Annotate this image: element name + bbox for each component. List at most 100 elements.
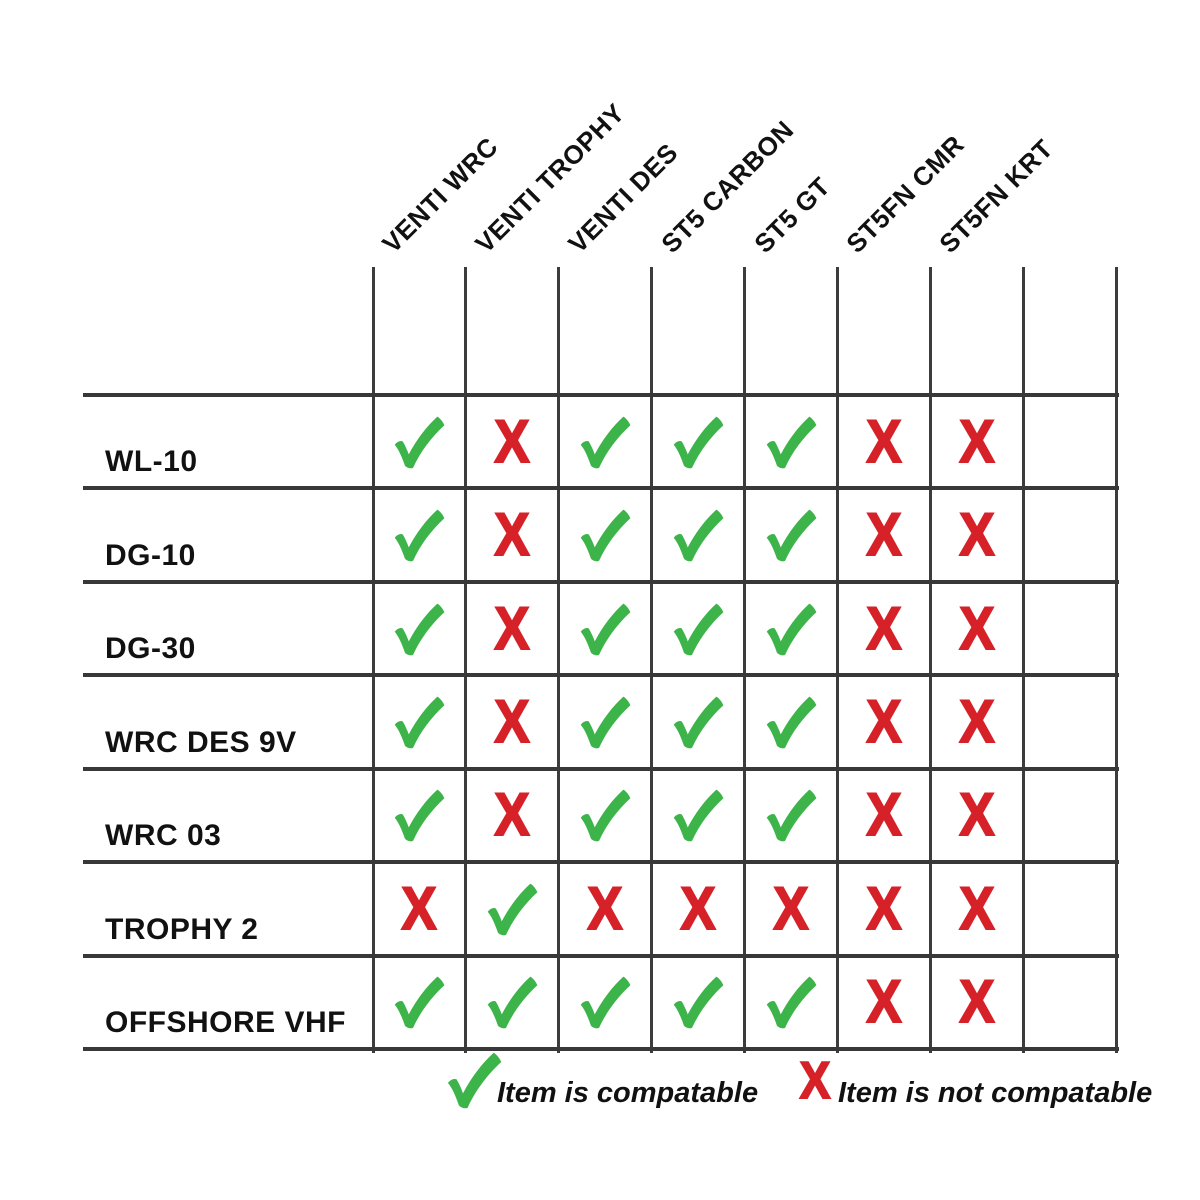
matrix-cell bbox=[559, 769, 652, 862]
matrix-cell bbox=[1023, 395, 1116, 488]
matrix-cell bbox=[1023, 956, 1116, 1049]
check-icon bbox=[578, 508, 632, 562]
x-icon: X bbox=[494, 781, 531, 849]
x-icon: X bbox=[587, 874, 624, 942]
row-label-dg-10: DG-10 bbox=[105, 538, 196, 572]
matrix-cell bbox=[652, 956, 745, 1049]
matrix-cell: X bbox=[930, 769, 1023, 862]
matrix-cell: X bbox=[466, 675, 559, 768]
matrix-cell: X bbox=[930, 862, 1023, 955]
grid-line-horizontal bbox=[83, 579, 1119, 584]
x-icon: X bbox=[865, 407, 902, 475]
check-icon bbox=[764, 788, 818, 842]
matrix-cell bbox=[559, 675, 652, 768]
column-header-st5-gt: ST5 GT bbox=[747, 170, 836, 259]
check-icon bbox=[392, 975, 446, 1029]
matrix-cell: X bbox=[652, 862, 745, 955]
check-icon bbox=[392, 602, 446, 656]
grid-line-vertical bbox=[1021, 267, 1025, 1053]
matrix-cell: X bbox=[930, 675, 1023, 768]
matrix-cell bbox=[652, 395, 745, 488]
matrix-cell bbox=[745, 769, 838, 862]
matrix-cell: X bbox=[930, 488, 1023, 581]
matrix-cell: X bbox=[373, 862, 466, 955]
matrix-cell bbox=[1023, 769, 1116, 862]
grid-line-horizontal bbox=[83, 766, 1119, 771]
matrix-cell bbox=[559, 956, 652, 1049]
check-icon bbox=[764, 508, 818, 562]
matrix-cell bbox=[1023, 488, 1116, 581]
check-icon bbox=[671, 975, 725, 1029]
check-icon bbox=[764, 415, 818, 469]
matrix-cell: X bbox=[837, 675, 930, 768]
check-icon bbox=[671, 695, 725, 749]
matrix-cell: X bbox=[930, 395, 1023, 488]
x-icon: X bbox=[958, 407, 995, 475]
x-icon: X bbox=[865, 781, 902, 849]
matrix-cell bbox=[745, 582, 838, 675]
grid-line-horizontal bbox=[83, 953, 1119, 958]
matrix-cell: X bbox=[559, 862, 652, 955]
matrix-cell bbox=[373, 769, 466, 862]
matrix-cell: X bbox=[466, 488, 559, 581]
x-icon: X bbox=[958, 687, 995, 755]
x-icon: X bbox=[958, 968, 995, 1036]
legend-not-compatible-label: Item is not compatable bbox=[838, 1077, 1153, 1109]
matrix-cell bbox=[466, 956, 559, 1049]
check-icon bbox=[764, 695, 818, 749]
x-icon: X bbox=[865, 501, 902, 569]
check-icon bbox=[578, 975, 632, 1029]
matrix-cell: X bbox=[930, 582, 1023, 675]
grid-line-horizontal bbox=[83, 673, 1119, 678]
check-icon bbox=[392, 508, 446, 562]
matrix-cell bbox=[373, 582, 466, 675]
x-icon: X bbox=[494, 407, 531, 475]
matrix-cell bbox=[373, 956, 466, 1049]
row-label-wrc-03: WRC 03 bbox=[105, 819, 222, 853]
check-icon bbox=[485, 975, 539, 1029]
row-label-dg-30: DG-30 bbox=[105, 632, 196, 666]
x-icon: X bbox=[958, 781, 995, 849]
matrix-cell: X bbox=[837, 488, 930, 581]
check-icon bbox=[578, 788, 632, 842]
grid-line-horizontal bbox=[83, 1047, 1119, 1051]
row-label-wl-10: WL-10 bbox=[105, 445, 198, 479]
matrix-cell: X bbox=[466, 395, 559, 488]
x-icon: X bbox=[865, 687, 902, 755]
matrix-cell bbox=[559, 488, 652, 581]
row-label-offshore-vhf: OFFSHORE VHF bbox=[105, 1006, 347, 1039]
matrix-cell bbox=[1023, 582, 1116, 675]
grid-line-horizontal bbox=[83, 486, 1119, 491]
matrix-cell bbox=[652, 488, 745, 581]
grid-line-horizontal bbox=[83, 860, 1119, 865]
matrix-cell: X bbox=[837, 395, 930, 488]
x-icon: X bbox=[799, 1052, 831, 1110]
grid-line-vertical bbox=[835, 267, 839, 1053]
check-icon bbox=[392, 788, 446, 842]
check-icon bbox=[392, 695, 446, 749]
grid-line-vertical bbox=[371, 267, 375, 1053]
check-icon bbox=[485, 882, 539, 936]
matrix-cell bbox=[559, 395, 652, 488]
matrix-cell bbox=[373, 395, 466, 488]
grid-line-vertical bbox=[1114, 267, 1118, 1053]
matrix-cell bbox=[652, 769, 745, 862]
x-icon: X bbox=[865, 968, 902, 1036]
matrix-cell: X bbox=[837, 769, 930, 862]
matrix-cell bbox=[373, 675, 466, 768]
check-icon bbox=[671, 602, 725, 656]
matrix-cell bbox=[745, 956, 838, 1049]
x-icon: X bbox=[772, 874, 809, 942]
check-icon bbox=[764, 975, 818, 1029]
check-icon bbox=[671, 788, 725, 842]
grid-line-vertical bbox=[464, 267, 468, 1053]
matrix-cell bbox=[745, 395, 838, 488]
row-label-wrc-des-9v: WRC DES 9V bbox=[105, 725, 297, 759]
grid-line-vertical bbox=[557, 267, 561, 1053]
check-icon bbox=[392, 415, 446, 469]
matrix-cell: X bbox=[837, 582, 930, 675]
matrix-cell bbox=[652, 675, 745, 768]
check-icon bbox=[578, 695, 632, 749]
matrix-cell bbox=[1023, 675, 1116, 768]
matrix-cell bbox=[559, 582, 652, 675]
